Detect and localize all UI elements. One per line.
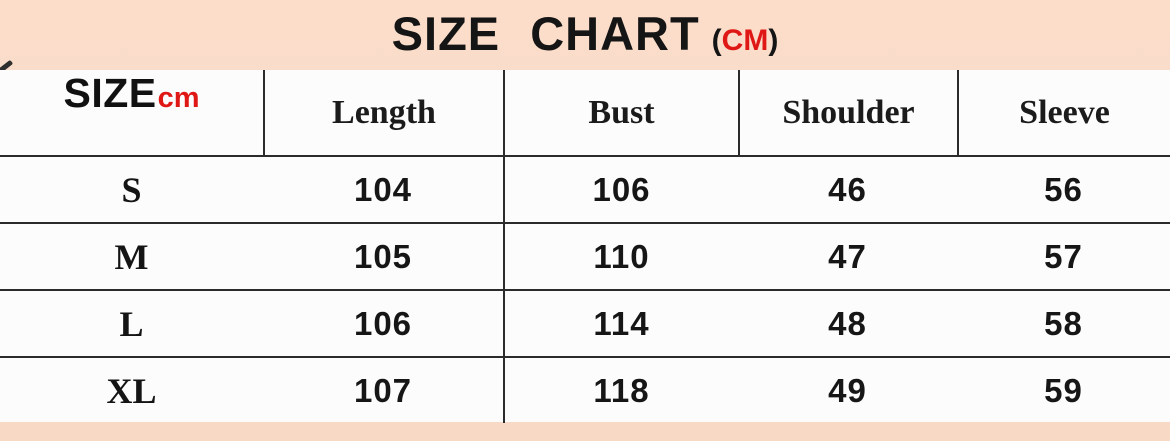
title-unit-cm: CM [721,24,769,57]
size-label-m: M [114,236,149,277]
value-l-shoulder: 48 [828,304,867,342]
table-row-s: S 104 106 46 56 [0,155,1170,222]
size-cell: M [0,224,263,289]
value-m-length: 105 [353,237,413,275]
size-label-xl: XL [106,370,157,411]
value-xl-bust: 118 [593,371,650,409]
value-s-shoulder: 46 [828,170,867,208]
header-size-unit: cm [157,82,200,114]
value-xl-sleeve: 59 [1044,371,1083,409]
value-l-sleeve: 58 [1044,304,1083,342]
bust-cell: 118 [503,358,738,423]
value-m-sleeve: 57 [1044,237,1083,275]
header-length-label: Length [332,93,436,131]
header-size-label: SIZE [63,70,157,116]
header-cell-bust: Bust [503,70,738,155]
header-cell-sleeve: Sleeve [957,70,1170,155]
bust-cell: 106 [503,157,738,222]
size-cell: S [0,157,263,222]
shoulder-cell: 46 [738,157,957,222]
table-header-row: SIZE cm Length Bust Shoulder Sleeve [0,70,1170,155]
shoulder-cell: 49 [738,358,957,423]
value-xl-length: 107 [353,371,413,409]
size-cell: L [0,291,263,356]
value-s-sleeve: 56 [1044,170,1083,208]
shoulder-cell: 48 [738,291,957,356]
table-row-m: M 105 110 47 57 [0,222,1170,289]
size-label-s: S [121,169,142,210]
value-s-bust: 106 [592,170,651,208]
length-cell: 104 [263,157,503,222]
sleeve-cell: 56 [957,157,1170,222]
bust-cell: 110 [503,224,738,289]
length-cell: 106 [263,291,503,356]
table-row-l: L 106 114 48 58 [0,289,1170,356]
sleeve-cell: 58 [957,291,1170,356]
table-row-xl: XL 107 118 49 59 [0,356,1170,423]
value-m-shoulder: 47 [828,237,867,275]
header-cell-size: SIZE cm [0,70,263,155]
header-bust-label: Bust [588,93,655,131]
title-text: SIZE CHART [391,7,700,60]
size-cell: XL [0,358,263,423]
value-l-length: 106 [353,304,413,342]
header-cell-shoulder: Shoulder [738,70,957,155]
title-open-paren: ( [711,24,722,57]
header-sleeve-label: Sleeve [1019,93,1110,131]
header-shoulder-label: Shoulder [782,93,915,131]
size-table: SIZE cm Length Bust Shoulder Sleeve S 10… [0,70,1170,423]
length-cell: 107 [263,358,503,423]
value-xl-shoulder: 49 [828,371,867,409]
sleeve-cell: 57 [957,224,1170,289]
value-l-bust: 114 [593,304,650,342]
title-unit: (CM) [712,24,779,58]
page-title: SIZE CHART (CM) [0,0,1170,70]
value-m-bust: 110 [593,237,650,275]
sleeve-cell: 59 [957,358,1170,423]
shoulder-cell: 47 [738,224,957,289]
title-close-paren: ) [768,24,779,57]
header-cell-length: Length [263,70,503,155]
size-label-l: L [119,303,144,344]
length-cell: 105 [263,224,503,289]
bust-cell: 114 [503,291,738,356]
value-s-length: 104 [353,170,413,208]
